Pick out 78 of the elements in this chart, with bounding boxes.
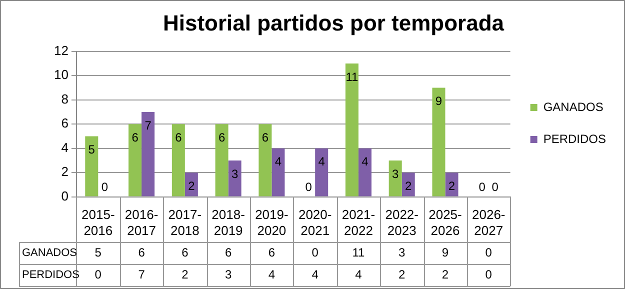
annotation: 3	[392, 166, 400, 181]
annotation: 2	[188, 178, 196, 193]
text: PERDIDOS	[22, 269, 80, 282]
data-label: 6	[224, 245, 232, 260]
y-tick-label: 4	[61, 140, 68, 155]
bar	[402, 172, 415, 196]
annotation: 5	[88, 142, 96, 157]
bar	[172, 124, 185, 196]
data-label: 0	[312, 245, 319, 260]
data-label: 5	[94, 245, 102, 260]
annotation: 2	[448, 178, 456, 193]
bar	[215, 124, 228, 196]
annotation: 9	[435, 94, 442, 108]
data-label: 9	[442, 245, 449, 260]
annotation: 6	[218, 130, 226, 144]
bar	[388, 160, 402, 196]
data-label: 6	[138, 245, 146, 260]
x-tick-label: 2015-2016	[82, 207, 115, 238]
data-label: 6	[182, 245, 189, 260]
y-tick-label: 12	[54, 42, 68, 58]
x-tick-label: 2016-2017	[124, 207, 158, 238]
data-label: 2	[442, 267, 449, 282]
y-tick-label: 2	[61, 164, 68, 180]
data-label: 2	[398, 267, 406, 282]
x-tick-label: 2019-2020	[255, 207, 288, 238]
chart-title: Historial partidos por temporada	[162, 10, 505, 36]
data-label: 0	[485, 245, 492, 260]
annotation: 4	[274, 154, 282, 169]
data-label: 2	[182, 267, 189, 282]
annotation: 0	[305, 180, 312, 194]
annotation: 11	[346, 70, 359, 84]
bar	[85, 136, 98, 196]
data-label: 6	[268, 245, 276, 260]
bar	[258, 124, 272, 196]
x-tick-label: 2025-2026	[428, 207, 462, 238]
data-label: 3	[398, 245, 406, 260]
data-label: 0	[94, 267, 102, 282]
annotation: 2	[405, 178, 412, 193]
bar	[315, 148, 328, 196]
data-label: 4	[355, 267, 362, 282]
annotation: 6	[175, 130, 182, 144]
bar	[128, 124, 142, 196]
y-tick-label: 8	[61, 91, 68, 106]
bar	[358, 148, 372, 196]
x-tick-label: 2026-2027	[472, 207, 506, 238]
data-label: 4	[268, 267, 276, 282]
data-label: 11	[352, 245, 366, 260]
annotation: 6	[132, 130, 139, 144]
annotation: 6	[262, 130, 269, 144]
annotation: 0	[492, 180, 499, 194]
legend-label: PERDIDOS	[543, 132, 606, 146]
data-label: 0	[485, 267, 492, 282]
annotation: 4	[362, 154, 369, 169]
bar	[228, 160, 242, 196]
bar	[272, 148, 285, 196]
bar	[345, 64, 358, 196]
annotation: 3	[231, 166, 238, 181]
annotation: 7	[144, 118, 152, 132]
bar	[432, 88, 446, 196]
data-label: 4	[312, 267, 319, 282]
data-label: 3	[224, 267, 232, 282]
y-tick-label: 6	[61, 116, 68, 131]
bar	[184, 172, 198, 196]
x-tick-label: 2021-2022	[342, 207, 376, 238]
annotation: 4	[318, 154, 326, 169]
x-tick-label: 2018-2019	[212, 207, 245, 238]
x-tick-label: 2020-2021	[298, 207, 332, 238]
legend-label: GANADOS	[543, 100, 604, 114]
y-tick-label: 10	[54, 67, 68, 82]
x-tick-label: 2017-2018	[168, 207, 202, 238]
data-label: 7	[138, 267, 146, 282]
bar	[445, 172, 458, 196]
bar	[142, 112, 155, 196]
x-tick-label: 2022-2023	[385, 207, 418, 238]
text: GANADOS	[22, 247, 78, 260]
annotation: 0	[101, 180, 108, 194]
y-tick-label: 0	[61, 188, 68, 204]
annotation: 0	[478, 180, 486, 194]
